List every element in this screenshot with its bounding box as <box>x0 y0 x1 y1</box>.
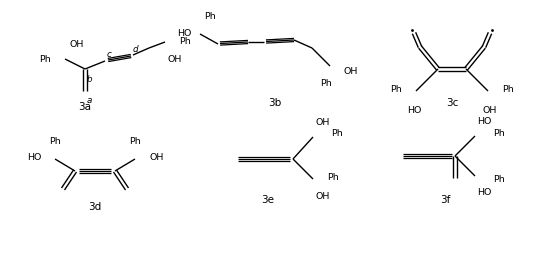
Text: 3e: 3e <box>262 194 275 204</box>
Text: OH: OH <box>315 191 330 200</box>
Text: Ph: Ph <box>179 36 191 45</box>
Text: HO: HO <box>178 28 192 37</box>
Text: 3f: 3f <box>440 194 450 204</box>
Text: Ph: Ph <box>327 172 339 181</box>
Text: OH: OH <box>167 55 181 64</box>
Text: Ph: Ph <box>320 79 332 88</box>
Text: a: a <box>87 96 92 105</box>
Text: 3d: 3d <box>89 201 102 211</box>
Text: Ph: Ph <box>390 84 402 93</box>
Text: 3c: 3c <box>446 98 458 108</box>
Text: Ph: Ph <box>49 136 61 146</box>
Text: OH: OH <box>344 66 358 75</box>
Text: c: c <box>107 50 112 59</box>
Text: HO: HO <box>477 117 491 125</box>
Text: OH: OH <box>315 118 330 126</box>
Text: 3a: 3a <box>79 102 92 112</box>
Text: Ph: Ph <box>493 128 505 137</box>
Text: OH: OH <box>483 106 497 115</box>
Text: OH: OH <box>149 153 163 162</box>
Text: d: d <box>133 45 138 54</box>
Text: Ph: Ph <box>129 136 141 146</box>
Text: Ph: Ph <box>39 54 51 63</box>
Text: OH: OH <box>69 40 84 49</box>
Text: HO: HO <box>477 187 491 196</box>
Text: b: b <box>87 75 92 84</box>
Text: Ph: Ph <box>493 175 505 184</box>
Text: Ph: Ph <box>204 12 216 21</box>
Text: Ph: Ph <box>502 84 514 93</box>
Text: 3b: 3b <box>268 98 282 108</box>
Text: HO: HO <box>407 106 421 115</box>
Text: Ph: Ph <box>331 129 343 138</box>
Text: HO: HO <box>27 153 41 162</box>
